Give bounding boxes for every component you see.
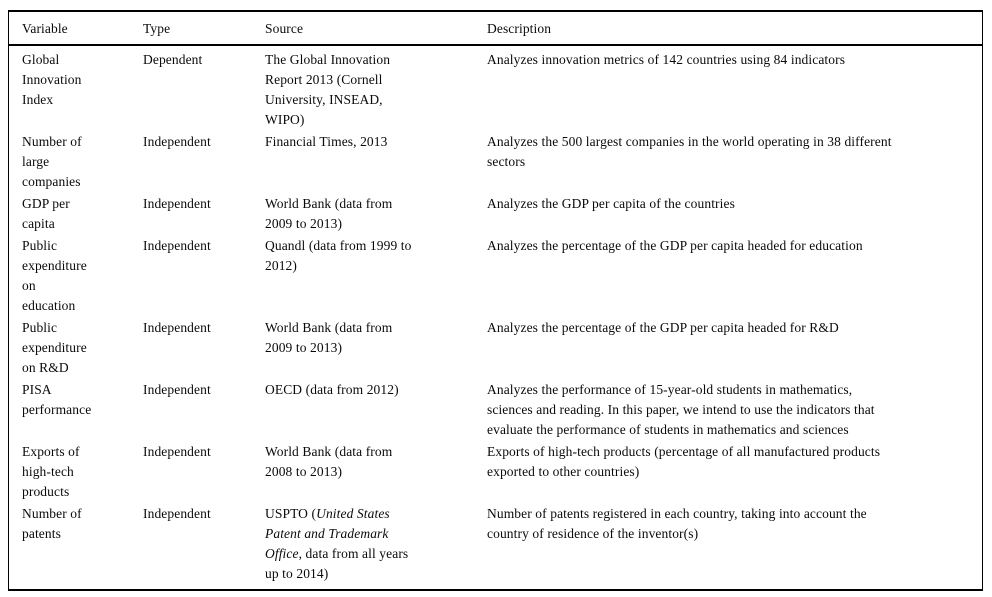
table-row-number-of-patents: Number of patents Independent USPTO (Uni…	[9, 504, 982, 586]
cell-source: Quandl (data from 1999 to 2012)	[265, 238, 412, 273]
cell-type: Independent	[143, 196, 211, 211]
cell-description: Analyzes innovation metrics of 142 count…	[487, 52, 846, 67]
table-row-global-innovation-index: Global Innovation Index Dependent The Gl…	[9, 50, 982, 132]
column-header-variable: Variable	[22, 21, 68, 36]
table-row-public-expenditure-rd: Public expenditure on R&D Independent Wo…	[9, 318, 982, 380]
cell-type: Independent	[143, 134, 211, 149]
table-body: Global Innovation Index Dependent The Gl…	[9, 46, 982, 589]
cell-type: Independent	[143, 506, 211, 521]
cell-source: Financial Times, 2013	[265, 134, 388, 149]
table-row-pisa-performance: PISA performance Independent OECD (data …	[9, 380, 982, 442]
table-row-public-expenditure-education: Public expenditure on education Independ…	[9, 236, 982, 318]
cell-variable: Public expenditure on R&D	[22, 320, 87, 375]
cell-source: World Bank (data from 2009 to 2013)	[265, 196, 393, 231]
cell-description: Exports of high-tech products (percentag…	[487, 444, 881, 479]
cell-type: Dependent	[143, 52, 203, 67]
cell-variable: Public expenditure on education	[22, 238, 87, 313]
source-segment-italic: United States Patent and Trademark Offic…	[265, 506, 390, 561]
column-header-type: Type	[143, 21, 171, 36]
cell-source: OECD (data from 2012)	[265, 382, 399, 397]
cell-description: Analyzes the performance of 15-year-old …	[487, 382, 875, 437]
cell-variable: Exports of high-tech products	[22, 444, 80, 499]
cell-description: Analyzes the GDP per capita of the count…	[487, 196, 735, 211]
cell-description: Number of patents registered in each cou…	[487, 506, 867, 541]
table-row-exports-high-tech: Exports of high-tech products Independen…	[9, 442, 982, 504]
cell-description: Analyzes the percentage of the GDP per c…	[487, 320, 839, 335]
cell-type: Independent	[143, 238, 211, 253]
cell-description: Analyzes the 500 largest companies in th…	[487, 134, 892, 169]
cell-variable: GDP per capita	[22, 196, 70, 231]
column-header-source: Source	[265, 21, 304, 36]
table-header-row: Variable Type Source Description	[9, 12, 982, 46]
cell-source: World Bank (data from 2009 to 2013)	[265, 320, 393, 355]
cell-variable: Number of large companies	[22, 134, 82, 189]
column-header-description: Description	[487, 21, 552, 36]
cell-source: The Global Innovation Report 2013 (Corne…	[265, 52, 391, 127]
table-row-number-of-large-companies: Number of large companies Independent Fi…	[9, 132, 982, 194]
cell-type: Independent	[143, 444, 211, 459]
cell-type: Independent	[143, 320, 211, 335]
cell-variable: Global Innovation Index	[22, 52, 82, 107]
cell-variable: PISA performance	[22, 382, 92, 417]
cell-variable: Number of patents	[22, 506, 82, 541]
source-segment-regular: USPTO (	[265, 506, 317, 521]
cell-source: World Bank (data from 2008 to 2013)	[265, 444, 393, 479]
source-segment-regular: , data from all years up to 2014)	[265, 546, 409, 581]
cell-source: USPTO (United States Patent and Trademar…	[265, 504, 487, 584]
variables-table: Variable Type Source Description Global …	[8, 10, 983, 591]
cell-type: Independent	[143, 382, 211, 397]
table-row-gdp-per-capita: GDP per capita Independent World Bank (d…	[9, 194, 982, 236]
cell-description: Analyzes the percentage of the GDP per c…	[487, 238, 863, 253]
